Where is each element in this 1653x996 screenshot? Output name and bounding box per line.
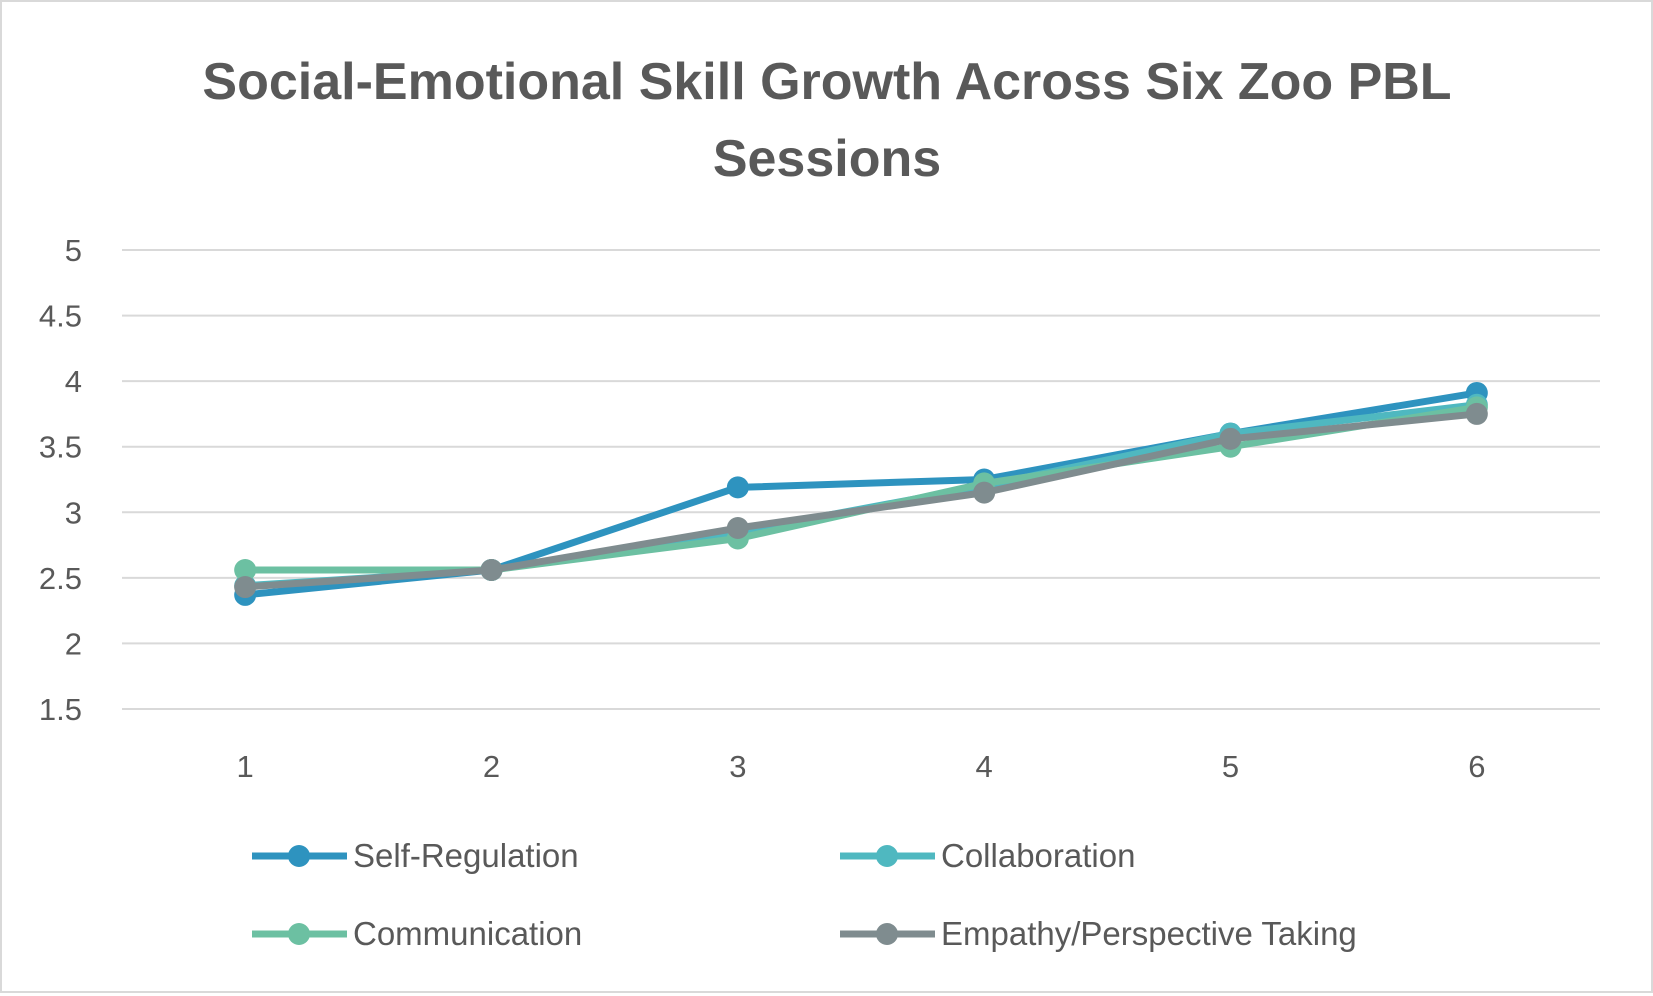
- y-tick-label: 2.5: [39, 561, 82, 596]
- series-line: [244, 410, 1478, 591]
- y-tick-label: 3.5: [39, 430, 82, 465]
- series-empathy-perspective-taking: [234, 402, 1488, 599]
- data-point: [1219, 427, 1242, 450]
- y-tick-label: 4.5: [39, 299, 82, 334]
- y-tick-label: 2: [65, 626, 82, 661]
- legend-item: Empathy/Perspective Taking: [840, 915, 1357, 952]
- y-tick-label: 3: [65, 495, 82, 530]
- x-tick-label: 6: [1468, 749, 1485, 784]
- data-point: [480, 558, 503, 581]
- data-point: [234, 558, 257, 581]
- series-collaboration: [234, 393, 1488, 597]
- legend-label: Self-Regulation: [353, 837, 579, 874]
- x-tick-label: 3: [729, 749, 746, 784]
- data-point: [973, 481, 996, 504]
- legend-item: Communication: [252, 915, 582, 952]
- x-tick-label: 4: [976, 749, 993, 784]
- legend-label: Communication: [353, 915, 582, 952]
- legend-item: Self-Regulation: [252, 837, 579, 874]
- legend-marker: [876, 845, 898, 867]
- data-point: [726, 476, 749, 499]
- y-tick-label: 1.5: [39, 692, 82, 727]
- y-tick-label: 5: [65, 233, 82, 268]
- data-point: [726, 517, 749, 540]
- legend-marker: [288, 845, 310, 867]
- chart-title-line-2: Sessions: [713, 130, 941, 188]
- chart-title-line-1: Social-Emotional Skill Growth Across Six…: [202, 53, 1451, 111]
- legend-marker: [288, 923, 310, 945]
- data-point: [1465, 402, 1488, 425]
- x-tick-label: 1: [237, 749, 254, 784]
- legend-label: Empathy/Perspective Taking: [941, 915, 1357, 952]
- x-tick-label: 2: [483, 749, 500, 784]
- legend-item: Collaboration: [840, 837, 1135, 874]
- data-point: [234, 576, 257, 599]
- legend-label: Collaboration: [941, 837, 1135, 874]
- legend-marker: [876, 923, 898, 945]
- x-tick-label: 5: [1222, 749, 1239, 784]
- y-tick-label: 4: [65, 364, 82, 399]
